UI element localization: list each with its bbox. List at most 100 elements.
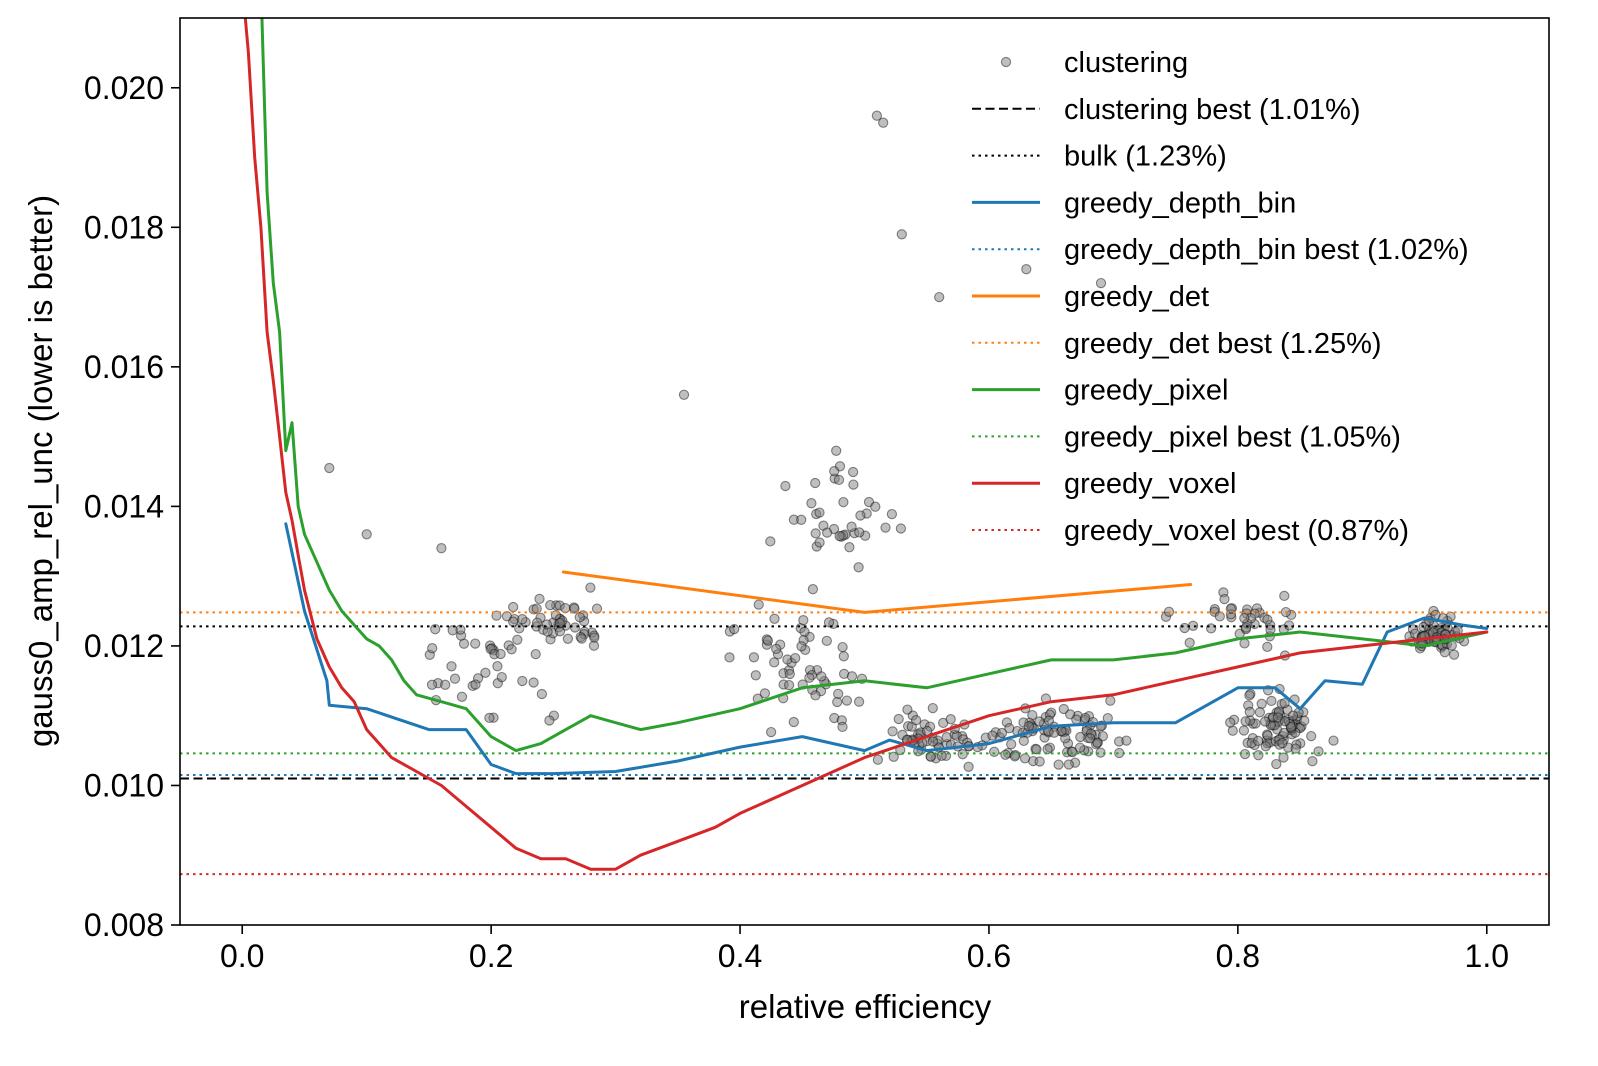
clustering-scatter (324, 110, 1470, 772)
clustering-point (492, 661, 503, 672)
clustering-point (1244, 706, 1255, 718)
clustering-point (1006, 739, 1017, 750)
legend-label-bulk-1-23: bulk (1.23%) (1064, 141, 1227, 173)
clustering-point (753, 599, 764, 610)
clustering-point (1021, 264, 1032, 275)
clustering-point (449, 673, 461, 684)
clustering-point (446, 661, 457, 672)
clustering-point (1439, 647, 1450, 658)
y-tick-label: 0.014 (84, 488, 164, 524)
clustering-point (837, 721, 848, 733)
clustering-point (854, 527, 865, 538)
clustering-point (1067, 746, 1078, 758)
clustering-point (585, 582, 596, 593)
clustering-point (1085, 733, 1096, 744)
legend: clustering clustering best (1.01%) bulk (1… (972, 47, 1469, 547)
clustering-point (361, 529, 372, 540)
clustering-point (987, 730, 998, 741)
legend-label-greedy-pixel: greedy_pixel (1064, 375, 1228, 407)
clustering-point (790, 652, 801, 664)
clustering-point (1262, 614, 1273, 625)
x-tick-label: 1.0 (1465, 938, 1509, 974)
clustering-point (1097, 731, 1109, 742)
clustering-point (1075, 731, 1086, 743)
clustering-point (562, 633, 574, 644)
legend-swatch-clustering (1000, 56, 1012, 68)
clustering-point (1214, 611, 1225, 622)
clustering-point (1071, 714, 1082, 725)
clustering-point (1205, 623, 1217, 634)
clustering-point (829, 466, 840, 477)
clustering-point (1065, 709, 1076, 720)
clustering-point (831, 445, 842, 456)
clustering-point (783, 679, 795, 691)
clustering-point (1092, 737, 1103, 748)
clustering-point (506, 644, 517, 655)
clustering-point (1254, 707, 1266, 718)
clustering-point (1042, 744, 1053, 755)
clustering-point (508, 601, 519, 613)
clustering-point (765, 536, 776, 547)
clustering-point (1279, 590, 1290, 602)
clustering-point (1306, 730, 1317, 742)
clustering-point (1031, 744, 1042, 755)
clustering-point (1048, 727, 1060, 738)
clustering-point (963, 761, 974, 772)
legend-label-greedy-pixel-best-1-05: greedy_pixel best (1.05%) (1064, 421, 1401, 453)
clustering-point (847, 466, 859, 478)
greedy-depth-bin-line (284, 522, 1489, 776)
clustering-point (1279, 716, 1291, 727)
clustering-point (1313, 746, 1324, 757)
greedy-det-line (561, 570, 1193, 614)
clustering-point (480, 667, 491, 678)
greedy-voxel-line (243, 18, 1489, 871)
clustering-point (927, 702, 938, 714)
clustering-point (1271, 758, 1282, 770)
clustering-point (989, 746, 1000, 757)
clustering-point (541, 619, 553, 630)
clustering-point (1260, 741, 1271, 752)
clustering-point (545, 599, 556, 611)
clustering-point (893, 713, 904, 725)
plot-frame (179, 17, 1550, 926)
y-axis-ticks: 0.008 0.010 0.012 0.014 0.016 0.018 0.020 (84, 70, 180, 943)
legend-label-greedy-depth-bin: greedy_depth_bin (1064, 187, 1296, 219)
clustering-point (844, 542, 855, 553)
clustering-point (470, 638, 481, 649)
clustering-point (814, 537, 825, 548)
clustering-point (927, 736, 939, 747)
clustering-point (833, 474, 845, 486)
clustering-point (895, 523, 907, 534)
clustering-point (1114, 747, 1125, 759)
clustering-point (823, 617, 835, 628)
clustering-point (1023, 721, 1034, 732)
clustering-point (534, 593, 545, 605)
clustering-point (853, 562, 864, 573)
clustering-point (1074, 742, 1086, 753)
clustering-point (934, 291, 945, 303)
clustering-point (1058, 703, 1069, 715)
clustering-point (544, 715, 555, 726)
x-tick-label: 0.0 (220, 938, 264, 974)
x-tick-label: 0.6 (967, 938, 1011, 974)
clustering-point (833, 688, 844, 700)
clustering-point (769, 657, 780, 668)
clustering-point (569, 603, 580, 614)
clustering-point (780, 480, 791, 492)
clustering-point (887, 726, 898, 737)
clustering-point (517, 614, 528, 625)
clustering-point (724, 652, 735, 663)
clustering-point (1239, 612, 1250, 624)
clustering-point (870, 501, 881, 512)
clustering-point (1307, 756, 1318, 767)
clustering-point (1095, 277, 1107, 289)
legend-label-clustering: clustering (1064, 47, 1188, 79)
clustering-point (456, 691, 468, 702)
clustering-point (729, 623, 740, 635)
clustering-point (796, 641, 807, 652)
clustering-point (1179, 622, 1190, 634)
clustering-point (528, 677, 539, 688)
clustering-point (837, 641, 848, 653)
clustering-point (759, 688, 771, 699)
clustering-point (1240, 716, 1251, 727)
